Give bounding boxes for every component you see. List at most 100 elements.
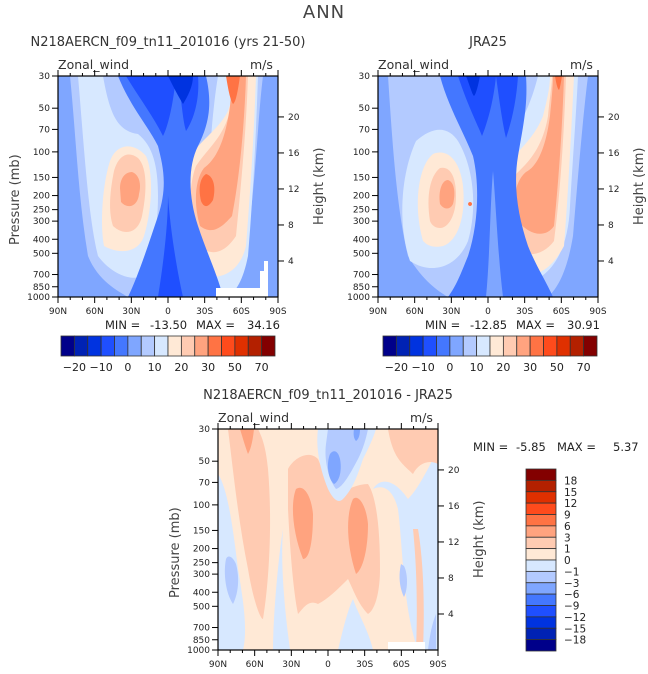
colorbar-box xyxy=(525,479,557,493)
contour-region xyxy=(348,497,368,574)
colorbar-box xyxy=(436,335,451,357)
colorbar-box xyxy=(525,468,557,481)
colorbar-label: 0 xyxy=(446,361,453,374)
min-value-diff: -5.85 xyxy=(516,440,546,454)
colorbar-label: 6 xyxy=(564,521,571,533)
y-tick-label: 30 xyxy=(359,72,371,82)
y-right-tick-label: 20 xyxy=(288,113,300,123)
max-label-model: MAX = xyxy=(196,318,235,332)
y-right-tick-label: 8 xyxy=(608,221,614,231)
colorbar-box xyxy=(382,335,397,357)
x-tick-label: 90S xyxy=(589,307,606,317)
colorbar-box xyxy=(247,335,263,357)
colorbar-label: 18 xyxy=(564,475,577,487)
colorbar-label: 70 xyxy=(255,361,269,374)
y-tick-label: 50 xyxy=(199,457,211,467)
colorbar-box xyxy=(100,335,115,357)
x-tick-label: 90N xyxy=(49,307,67,317)
colorbar-label: 50 xyxy=(228,361,242,374)
colorbar-box xyxy=(476,335,491,357)
contour-region xyxy=(496,76,518,138)
contour-region xyxy=(440,76,553,297)
colorbar-box xyxy=(525,627,557,641)
y-right-tick-label: 16 xyxy=(448,502,460,512)
colorbar-box xyxy=(261,335,276,357)
colorbar-box xyxy=(525,593,557,606)
y-right-tick-label: 12 xyxy=(288,185,299,195)
y-tick-label: 850 xyxy=(193,636,210,646)
colorbar-box xyxy=(525,514,557,527)
colorbar-box xyxy=(194,335,209,357)
contour-region xyxy=(327,451,341,484)
x-tick-label: 0 xyxy=(325,660,331,670)
colorbar-box xyxy=(583,335,598,357)
y-tick-label: 150 xyxy=(353,173,370,183)
colorbar-box xyxy=(543,335,558,357)
y-tick-label: 400 xyxy=(193,588,210,598)
y-tick-label: 150 xyxy=(33,173,50,183)
x-tick-label: 60S xyxy=(393,660,410,670)
colorbar-box xyxy=(525,525,557,538)
x-tick-label: 60N xyxy=(86,307,104,317)
colorbar-obs: −20 −10 0 10 20 30 50 70 xyxy=(382,335,598,374)
units-label-model: m/s xyxy=(250,57,273,72)
x-tick-label: 0 xyxy=(485,307,491,317)
panel-title-diff: N218AERCN_f09_tn11_201016 - JRA25 xyxy=(203,388,453,403)
x-tick-label: 30N xyxy=(282,660,300,670)
y-tick-label: 30 xyxy=(199,425,211,435)
variable-label-model: Zonal_wind xyxy=(58,57,130,72)
main-title: ANN xyxy=(302,2,346,23)
variable-label-diff: Zonal_wind xyxy=(218,410,290,425)
y-axis-right-label-model: Height (km) xyxy=(312,147,327,225)
colorbar-box xyxy=(60,335,75,357)
contour-fills xyxy=(58,76,278,297)
colorbar-label: 30 xyxy=(523,361,537,374)
colorbar-label: −18 xyxy=(564,635,586,647)
y-right-tick-label: 12 xyxy=(608,185,619,195)
colorbar-box xyxy=(234,335,249,357)
colorbar-label: 0 xyxy=(564,555,571,567)
y-tick-label: 100 xyxy=(193,501,210,511)
max-value-model: 34.16 xyxy=(247,318,280,332)
x-tick-label: 30S xyxy=(516,307,533,317)
contour-region xyxy=(439,180,455,209)
y-tick-label: 300 xyxy=(193,570,210,580)
min-label-model: MIN = xyxy=(105,318,141,332)
colorbar-model: −20 −10 0 10 20 30 50 70 xyxy=(60,335,276,374)
y-right-tick-label: 16 xyxy=(608,149,620,159)
colorbar-box xyxy=(167,335,182,357)
y-tick-label: 300 xyxy=(353,217,370,227)
contour-region xyxy=(413,529,424,650)
colorbar-box xyxy=(502,335,518,357)
contour-region xyxy=(338,599,373,650)
y-tick-label: 200 xyxy=(193,545,210,555)
colorbar-label: −9 xyxy=(564,601,579,613)
colorbar-box xyxy=(154,335,169,357)
contour-region xyxy=(555,76,562,90)
colorbar-label: 30 xyxy=(201,361,215,374)
contour-region xyxy=(466,76,480,96)
contour-region xyxy=(399,564,407,597)
contour-region xyxy=(514,76,564,234)
colorbar-box xyxy=(73,335,89,357)
colorbar-label: 0 xyxy=(124,361,131,374)
colorbar-box xyxy=(525,548,557,561)
x-tick-label: 30N xyxy=(122,307,140,317)
colorbar-label: 20 xyxy=(174,361,188,374)
colorbar-label: −10 xyxy=(412,361,435,374)
y-right-tick-label: 4 xyxy=(448,610,454,620)
colorbar-box xyxy=(462,335,478,357)
contour-region xyxy=(199,174,215,207)
y-right-tick-label: 4 xyxy=(608,257,614,267)
y-tick-label: 100 xyxy=(33,148,50,158)
colorbar-label: −20 xyxy=(385,361,408,374)
y-axis-right-label-diff: Height (km) xyxy=(472,500,487,578)
missing-data-region xyxy=(388,642,425,650)
colorbar-label: −12 xyxy=(564,612,586,624)
min-label-diff: MIN = xyxy=(473,440,509,454)
colorbar-label: 3 xyxy=(564,532,571,544)
colorbar-box xyxy=(221,335,236,357)
contour-region xyxy=(292,487,313,559)
colorbar-box xyxy=(525,559,557,572)
y-tick-label: 250 xyxy=(193,559,210,569)
